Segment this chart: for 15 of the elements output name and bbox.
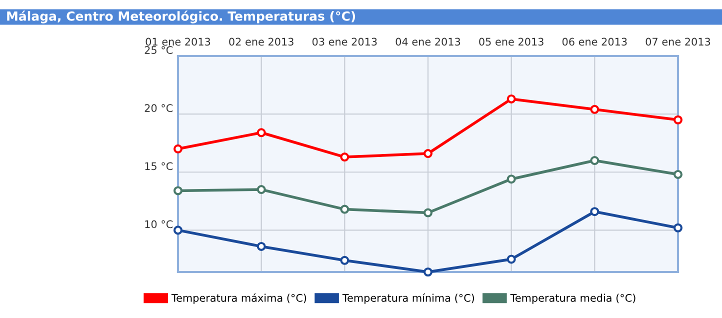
x-tick-label: 02 ene 2013 xyxy=(229,38,294,46)
legend-label: Temperatura media (°C) xyxy=(510,294,636,304)
x-tick-label: 07 ene 2013 xyxy=(646,38,710,46)
legend-label: Temperatura mínima (°C) xyxy=(342,293,474,304)
legend-label: Temperatura máxima (°C) xyxy=(171,293,306,304)
y-tick-label: 15 °C xyxy=(145,162,173,170)
chart-title: Málaga, Centro Meteorológico. Temperaturas (°C) xyxy=(7,10,356,24)
y-tick-label: 10 °C xyxy=(145,220,173,228)
y-tick-label: 20 °C xyxy=(144,104,173,112)
x-tick-label: 06 ene 2013 xyxy=(562,38,627,46)
x-tick-label: 01 ene 2013 xyxy=(146,38,210,46)
y-tick-label: 25 °C xyxy=(144,46,173,54)
x-tick-label: 05 ene 2013 xyxy=(479,38,544,46)
x-tick-label: 04 ene 2013 xyxy=(396,38,460,46)
x-tick-label: 03 ene 2013 xyxy=(312,38,377,46)
